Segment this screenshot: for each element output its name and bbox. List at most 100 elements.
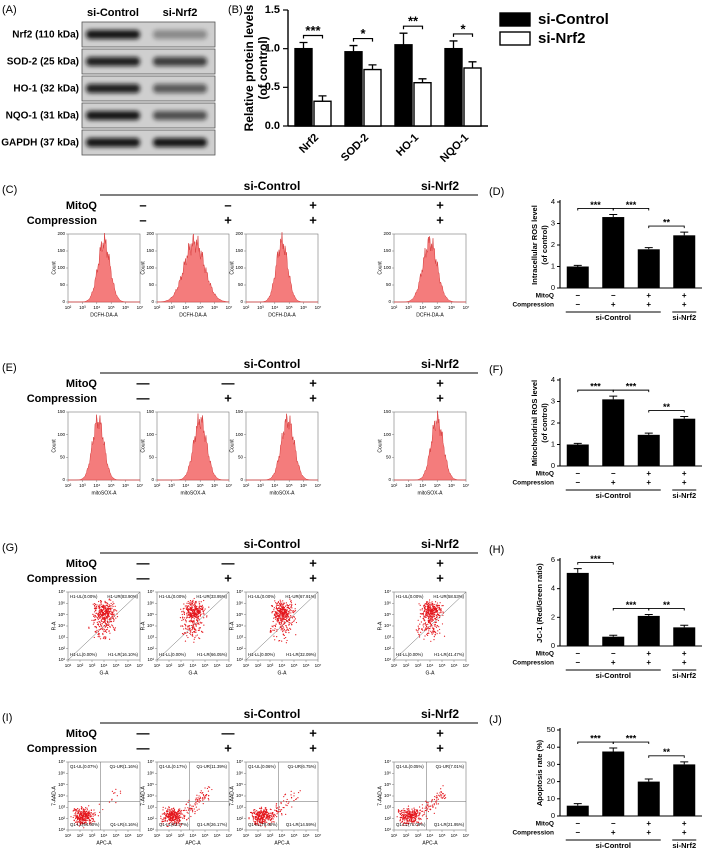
event-dot bbox=[417, 817, 420, 819]
group-label: si-Nrf2 bbox=[421, 357, 459, 371]
event-dot bbox=[258, 815, 261, 817]
event-dot bbox=[79, 819, 81, 821]
event-dot bbox=[248, 818, 250, 820]
event-dot bbox=[440, 610, 442, 612]
event-dot bbox=[185, 809, 187, 811]
event-dot bbox=[110, 605, 112, 607]
event-dot bbox=[427, 605, 429, 607]
event-dot bbox=[440, 791, 443, 793]
event-dot bbox=[279, 623, 281, 625]
event-dot bbox=[423, 813, 426, 815]
event-dot bbox=[192, 809, 194, 812]
group-label: si-Nrf2 bbox=[421, 537, 459, 551]
event-dot bbox=[87, 816, 90, 818]
event-dot bbox=[106, 616, 108, 618]
event-dot bbox=[427, 620, 429, 623]
condition-label: MitoQ bbox=[66, 728, 98, 740]
event-dot bbox=[431, 618, 433, 620]
y-tick-label: 10⁴ bbox=[147, 623, 154, 628]
x-tick-label: 10³ bbox=[267, 833, 274, 838]
event-dot bbox=[199, 627, 201, 629]
event-dot bbox=[164, 807, 167, 809]
group-label: si-Nrf2 bbox=[421, 707, 459, 721]
event-dot bbox=[80, 807, 82, 810]
event-dot bbox=[433, 635, 435, 638]
event-dot bbox=[199, 610, 201, 612]
event-dot bbox=[436, 803, 438, 805]
x-tick-label: 10⁶ bbox=[125, 663, 132, 668]
event-dot bbox=[433, 615, 435, 618]
event-dot bbox=[419, 813, 421, 815]
event-dot bbox=[107, 606, 109, 608]
event-dot bbox=[179, 814, 181, 817]
event-dot bbox=[274, 600, 276, 602]
event-dot bbox=[196, 620, 199, 623]
event-dot bbox=[402, 818, 404, 820]
event-dot bbox=[172, 824, 174, 826]
event-dot bbox=[275, 804, 277, 806]
legend-label: si-Control bbox=[538, 11, 609, 28]
event-dot bbox=[196, 619, 199, 621]
event-dot bbox=[182, 619, 184, 621]
event-dot bbox=[96, 629, 98, 631]
y-tick-label: 150 bbox=[383, 248, 391, 253]
event-dot bbox=[434, 618, 436, 620]
event-dot bbox=[184, 807, 186, 809]
y-tick-label: 10³ bbox=[384, 635, 391, 640]
x-tick-label: 10⁴ bbox=[101, 833, 108, 838]
event-dot bbox=[98, 607, 100, 609]
event-dot bbox=[427, 808, 429, 810]
event-dot bbox=[80, 821, 82, 823]
x-tick-label: 10³ bbox=[178, 663, 185, 668]
event-dot bbox=[260, 811, 262, 813]
event-dot bbox=[186, 606, 189, 608]
event-dot bbox=[191, 606, 194, 608]
event-dot bbox=[275, 616, 277, 619]
y-tick-label: 0 bbox=[388, 299, 391, 304]
event-dot bbox=[415, 818, 417, 820]
event-dot bbox=[190, 807, 193, 810]
event-dot bbox=[168, 815, 170, 818]
event-dot bbox=[90, 823, 92, 825]
event-dot bbox=[102, 632, 104, 635]
panel-label: (J) bbox=[489, 714, 502, 726]
y-tick-label: 10¹ bbox=[384, 827, 391, 832]
y-tick-label: 100 bbox=[383, 265, 391, 270]
event-dot bbox=[182, 625, 184, 627]
condition-mark: − bbox=[611, 649, 616, 658]
event-dot bbox=[70, 816, 72, 818]
y-tick-label: 50 bbox=[149, 282, 155, 287]
event-dot bbox=[97, 618, 99, 621]
event-dot bbox=[163, 820, 165, 822]
event-dot bbox=[425, 603, 427, 605]
error-bar bbox=[368, 64, 377, 70]
event-dot bbox=[270, 818, 273, 821]
event-dot bbox=[288, 632, 290, 634]
x-tick-label: 10⁴ bbox=[419, 305, 426, 310]
bar bbox=[673, 627, 696, 646]
event-dot bbox=[194, 602, 196, 604]
event-dot bbox=[200, 605, 203, 608]
event-dot bbox=[184, 605, 186, 607]
condition-mark: − bbox=[575, 649, 580, 658]
event-dot bbox=[111, 613, 113, 615]
event-dot bbox=[256, 812, 258, 814]
event-dot bbox=[261, 814, 263, 816]
event-dot bbox=[88, 820, 90, 822]
event-dot bbox=[178, 812, 181, 814]
event-dot bbox=[280, 608, 282, 610]
bar bbox=[463, 67, 482, 127]
event-dot bbox=[260, 819, 262, 821]
event-dot bbox=[169, 808, 171, 811]
event-dot bbox=[98, 629, 100, 631]
y-tick-label: 100 bbox=[383, 432, 391, 437]
event-dot bbox=[295, 621, 298, 624]
event-dot bbox=[430, 626, 432, 628]
x-tick-label: 10¹ bbox=[243, 833, 250, 838]
event-dot bbox=[208, 606, 210, 608]
event-dot bbox=[412, 817, 414, 819]
event-dot bbox=[170, 814, 172, 817]
event-dot bbox=[183, 814, 185, 816]
event-dot bbox=[442, 785, 444, 787]
event-dot bbox=[98, 604, 100, 606]
